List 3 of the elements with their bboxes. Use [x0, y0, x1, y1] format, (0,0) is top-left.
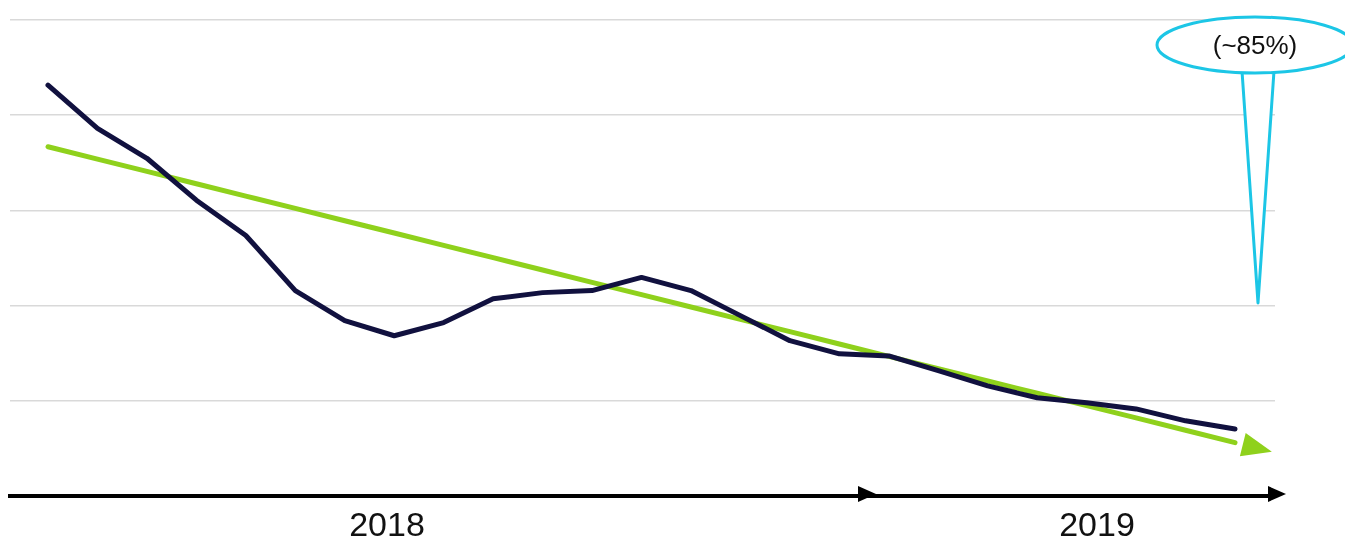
text: 2019 — [1058, 505, 1136, 543]
text: (~85%) — [1211, 30, 1299, 61]
text: 2018 — [348, 505, 426, 543]
